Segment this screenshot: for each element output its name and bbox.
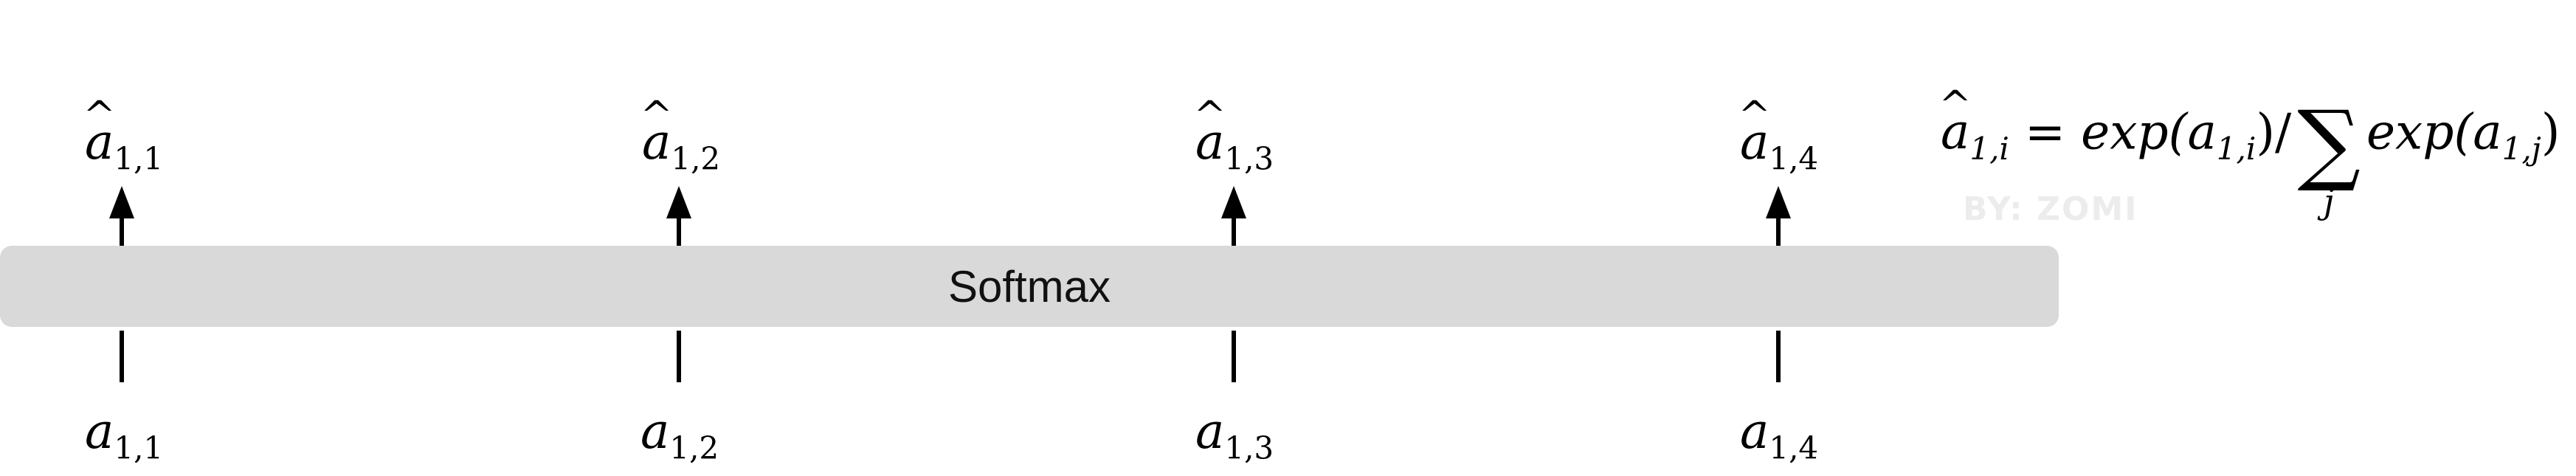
softmax-box: Softmax [0,246,2059,327]
softmax-label: Softmax [947,261,1111,311]
input-label-2: a1,2 [640,403,719,466]
sum-index: j [2324,182,2335,221]
output-label-4: ^ a1,4 [1738,92,1819,177]
sum-symbol: ∑ j [2297,92,2361,221]
input-label-4: a1,4 [1740,403,1819,466]
output-label-2: ^ a1,2 [640,92,721,177]
watermark: BY: ZOMI [1963,190,2138,228]
input-label-1: a1,1 [85,403,164,466]
output-label-3: ^ a1,3 [1193,92,1274,177]
output-arrow-4 [1766,186,1791,246]
softmax-formula: ^ a1,i = exp(a1,i)/∑ j exp(a1,j) [1938,83,2561,221]
input-label-3: a1,3 [1195,403,1274,466]
output-arrow-3 [1221,186,1246,246]
output-label-1: ^ a1,1 [83,92,164,177]
output-arrow-1 [109,186,134,246]
output-arrow-2 [666,186,691,246]
